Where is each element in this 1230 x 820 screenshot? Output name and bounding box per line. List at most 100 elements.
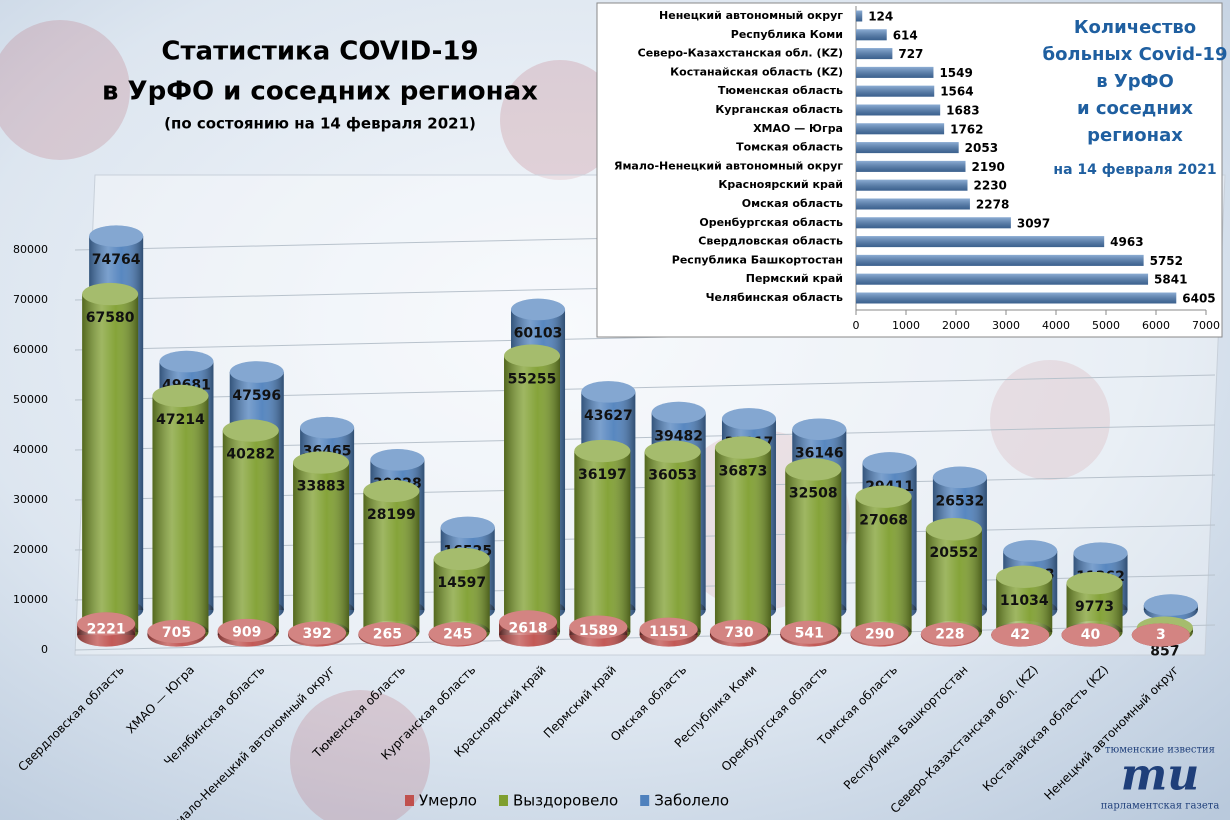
data-label: 5841 [1154, 273, 1187, 287]
cylinder-top-highlight [569, 615, 628, 639]
cylinder-top [1061, 623, 1120, 647]
y-tick-label: Ямало-Ненецкий автономный округ [614, 159, 843, 172]
cylinder-top-highlight [862, 452, 917, 474]
cylinder-top-highlight [147, 619, 206, 644]
data-label: 2221 [87, 621, 126, 637]
bar-shading [856, 179, 968, 191]
cylinder-top-highlight [1066, 571, 1123, 595]
cylinder [569, 615, 628, 647]
data-label: 26532 [936, 493, 985, 509]
cylinder-top-highlight [77, 612, 136, 636]
y-tick-label: 40000 [13, 443, 48, 456]
y-tick-label: Костанайская область (KZ) [670, 65, 843, 78]
cylinder-top [991, 623, 1050, 647]
x-tick-label: 1000 [892, 319, 920, 332]
data-label: 36873 [719, 464, 768, 480]
data-label: 47596 [232, 388, 281, 404]
cylinder-shading [714, 447, 771, 632]
data-label: 290 [865, 626, 894, 642]
cylinder-top-highlight [288, 621, 347, 645]
data-label: 36053 [648, 468, 697, 484]
cylinder-top [855, 485, 912, 508]
y-tick-label: 60000 [13, 343, 48, 356]
logo: тюменские известия ти парламентская газе… [1101, 745, 1220, 812]
cylinder-top [780, 620, 839, 644]
cylinder-top [504, 344, 561, 367]
data-label: 47214 [156, 412, 205, 428]
cylinder-top [77, 612, 136, 636]
data-label: 2230 [974, 179, 1007, 193]
cylinder-top [996, 565, 1053, 589]
inset-title: и соседних [1077, 98, 1193, 119]
x-tick-label: 0 [853, 319, 860, 332]
cylinder-top-highlight [1061, 623, 1120, 647]
cylinder-top-highlight [433, 547, 490, 571]
logo-text: тюменские известия [1105, 745, 1215, 756]
legend-label: Заболело [654, 792, 729, 810]
data-label: 1762 [950, 122, 983, 136]
bar-shading [856, 254, 1144, 266]
inset-title: регионах [1087, 125, 1183, 146]
y-tick-label: 50000 [13, 393, 48, 406]
logo-text: парламентская газета [1101, 801, 1220, 812]
inset-title: Количество [1074, 17, 1196, 38]
cylinder [639, 617, 698, 647]
data-label: 2618 [509, 620, 548, 636]
subtitle: (по состоянию на 14 февраля 2021) [164, 115, 476, 133]
cylinder-top-highlight [159, 350, 214, 373]
data-label: 857 [1150, 644, 1179, 660]
cylinder-top [147, 619, 206, 644]
cylinder [1131, 623, 1190, 647]
y-tick-label: 0 [41, 643, 48, 656]
cylinder-top [1066, 571, 1123, 595]
cylinder-top [293, 451, 350, 474]
cylinder [504, 344, 561, 644]
cylinder-top [363, 479, 420, 503]
cylinder-top [1073, 542, 1128, 564]
cylinder-top [932, 466, 987, 489]
cylinder-top-highlight [780, 620, 839, 644]
cylinder-top [370, 449, 425, 471]
data-label: 14597 [437, 575, 486, 591]
data-label: 124 [868, 10, 893, 24]
y-tick-label: Ненецкий автономный округ [659, 9, 843, 22]
cylinder-top [433, 547, 490, 571]
cylinder-top-highlight [574, 439, 631, 463]
cylinder-top-highlight [920, 622, 979, 646]
cylinder-top [925, 518, 982, 541]
x-tick-label: 4000 [1042, 319, 1070, 332]
data-label: 1564 [940, 85, 973, 99]
cylinder-top-highlight [440, 516, 495, 539]
data-label: 40 [1081, 627, 1101, 643]
cylinder-top-highlight [1073, 542, 1128, 564]
cylinder-top [714, 436, 771, 459]
cylinder-top-highlight [152, 384, 209, 408]
data-label: 1683 [946, 104, 979, 118]
cylinder-top [709, 619, 768, 643]
cylinder [363, 479, 420, 644]
cylinder [991, 623, 1050, 647]
cylinder [147, 619, 206, 647]
data-label: 43627 [584, 408, 633, 424]
cylinder-top-highlight [925, 518, 982, 541]
cylinder-shading [785, 469, 842, 632]
cylinder-top [651, 401, 706, 424]
data-label: 1151 [649, 624, 688, 640]
y-tick-label: Курганская область [715, 103, 843, 116]
cylinder-top-highlight [82, 282, 139, 306]
data-label: 909 [232, 625, 261, 641]
cylinder-shading [644, 451, 701, 632]
cylinder-top-highlight [644, 440, 701, 463]
cylinder-top [82, 282, 139, 306]
cylinder-top [440, 516, 495, 539]
y-tick-label: Тюменская область [718, 84, 843, 97]
cylinder-top [569, 615, 628, 639]
cylinder-shading [574, 451, 631, 632]
cylinder-top-highlight [639, 617, 698, 641]
data-label: 727 [898, 47, 923, 61]
data-label: 55255 [508, 372, 557, 388]
cylinder-top [639, 617, 698, 641]
cylinder-top [499, 610, 558, 634]
cylinder-top [222, 419, 279, 442]
x-tick-label: 2000 [942, 319, 970, 332]
